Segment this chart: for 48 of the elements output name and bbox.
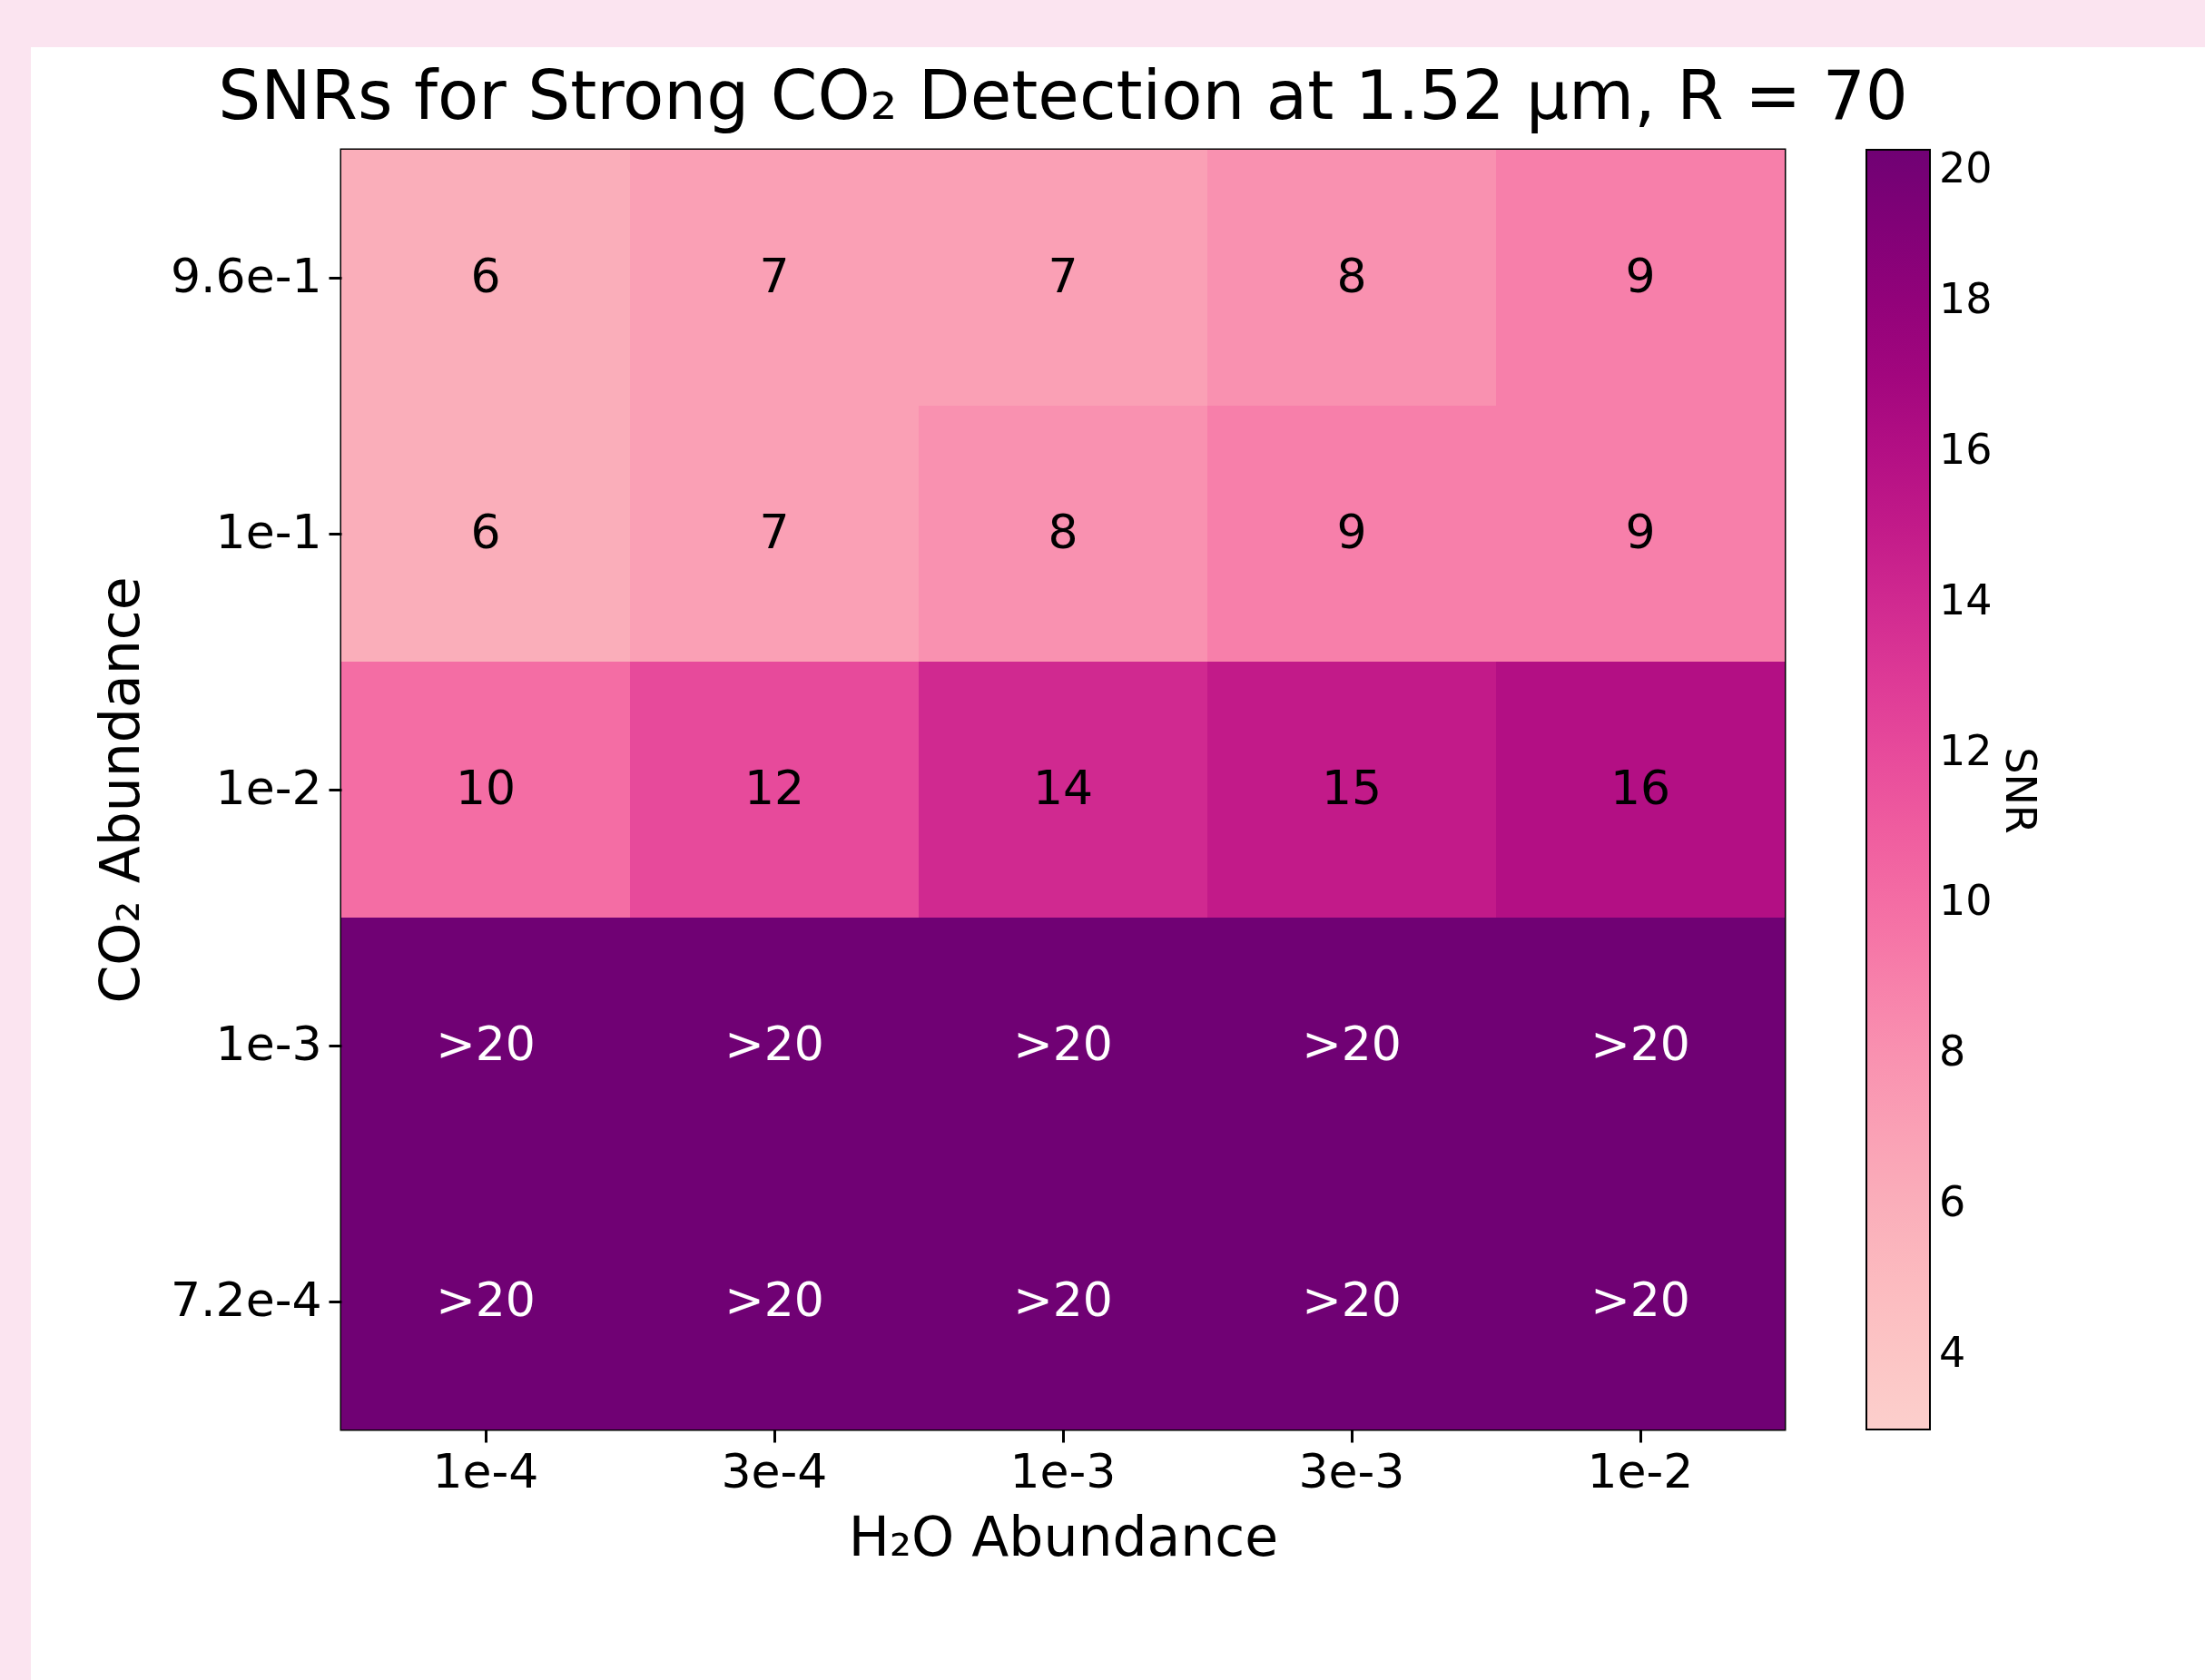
data-label: 9 — [1625, 505, 1656, 559]
data-label: 15 — [1321, 761, 1383, 815]
x-tick-label: 3e-3 — [1298, 1443, 1405, 1498]
data-label: >20 — [436, 1017, 536, 1071]
color-bar-label: 20 — [1939, 143, 1993, 192]
data-label: 16 — [1609, 761, 1671, 815]
x-tick-label: 1e-2 — [1587, 1443, 1694, 1498]
data-label: 6 — [470, 505, 501, 559]
data-label: 10 — [455, 761, 517, 815]
x-axis-title: H₂O Abundance — [848, 1504, 1279, 1568]
data-label: 14 — [1032, 761, 1094, 815]
data-label: >20 — [1590, 1272, 1690, 1327]
y-axis-title: CO₂ Abundance — [87, 576, 152, 1004]
data-label: >20 — [1302, 1017, 1402, 1071]
x-tick-label: 3e-4 — [721, 1443, 828, 1498]
data-label: 7 — [759, 249, 790, 303]
chart-title: SNRs for Strong CO₂ Detection at 1.52 μm, R = 70 — [218, 56, 1908, 134]
color-bar-label: 4 — [1939, 1328, 1966, 1378]
x-tick-label: 1e-4 — [432, 1443, 539, 1498]
data-label: >20 — [1013, 1272, 1113, 1327]
color-bar-title: SNR — [1996, 747, 2045, 834]
data-label: 7 — [1048, 249, 1078, 303]
data-label: >20 — [436, 1272, 536, 1327]
color-bar-label: 16 — [1939, 424, 1993, 474]
data-label: 8 — [1336, 249, 1367, 303]
color-bar-label: 8 — [1939, 1027, 1966, 1076]
data-label: >20 — [1013, 1017, 1113, 1071]
data-label: 9 — [1625, 249, 1656, 303]
data-label: 6 — [470, 249, 501, 303]
color-bar-label: 18 — [1939, 273, 1993, 323]
data-label: 8 — [1048, 505, 1078, 559]
y-tick-label: 9.6e-1 — [170, 249, 322, 303]
color-bar-label: 10 — [1939, 876, 1993, 926]
x-tick-label: 1e-3 — [1009, 1443, 1117, 1498]
data-label: 12 — [743, 761, 805, 815]
y-tick-label: 1e-1 — [215, 505, 322, 559]
y-tick-label: 7.2e-4 — [170, 1272, 322, 1327]
y-tick-label: 1e-3 — [215, 1017, 322, 1071]
data-label: >20 — [1302, 1272, 1402, 1327]
y-tick-label: 1e-2 — [215, 761, 322, 815]
data-label: >20 — [724, 1017, 824, 1071]
data-label: >20 — [724, 1272, 824, 1327]
color-bar-label: 12 — [1939, 725, 1993, 775]
data-label: >20 — [1590, 1017, 1690, 1071]
color-bar-label: 6 — [1939, 1177, 1966, 1227]
color-bar-label: 14 — [1939, 575, 1993, 624]
data-label: 7 — [759, 505, 790, 559]
data-label: 9 — [1336, 505, 1367, 559]
